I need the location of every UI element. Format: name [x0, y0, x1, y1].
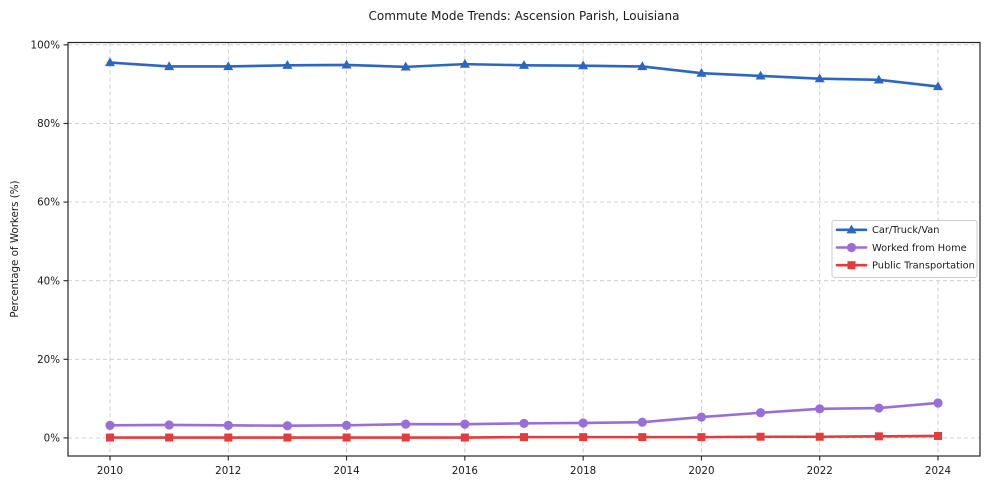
series-car-truck-van: [104, 57, 944, 91]
marker-car-truck-van: [223, 61, 234, 71]
y-tick-label: 60%: [37, 197, 60, 209]
legend-marker-triangle-icon: [846, 224, 857, 234]
marker-worked-from-home: [223, 420, 233, 430]
marker-car-truck-van: [814, 73, 825, 83]
marker-car-truck-van: [933, 81, 944, 91]
marker-worked-from-home: [637, 417, 647, 427]
chart-title: Commute Mode Trends: Ascension Parish, L…: [368, 9, 680, 23]
x-tick-label: 2010: [97, 465, 123, 477]
marker-public-transportation: [579, 433, 588, 442]
x-tick-label: 2020: [688, 465, 714, 477]
y-tick-label: 80%: [37, 118, 60, 130]
marker-car-truck-van: [519, 60, 529, 69]
marker-public-transportation: [283, 433, 292, 442]
y-tick-label: 40%: [37, 275, 60, 287]
x-tick-label: 2012: [215, 465, 241, 477]
marker-public-transportation: [460, 433, 469, 442]
marker-public-transportation: [165, 433, 174, 442]
marker-car-truck-van: [578, 60, 589, 70]
legend: Car/Truck/Van Worked from Home Public Tran…: [831, 220, 978, 278]
marker-car-truck-van: [341, 59, 352, 69]
legend-box: [831, 220, 978, 278]
y-axis: 0% 20% 40% 60% 80% 100%: [31, 39, 68, 445]
marker-worked-from-home: [401, 419, 411, 429]
y-tick-label: 100%: [31, 39, 61, 51]
marker-public-transportation: [520, 433, 528, 442]
marker-worked-from-home: [933, 398, 943, 408]
y-axis-label: Percentage of Workers (%): [9, 180, 21, 318]
marker-public-transportation: [756, 432, 765, 441]
marker-worked-from-home: [696, 412, 707, 422]
legend-item-car-truck-van: Car/Truck/Van: [835, 224, 939, 236]
marker-worked-from-home: [874, 403, 884, 413]
marker-worked-from-home: [282, 421, 293, 431]
marker-worked-from-home: [105, 420, 115, 430]
legend-marker-circle-icon: [846, 242, 857, 253]
marker-worked-from-home: [164, 420, 174, 430]
marker-public-transportation: [697, 433, 706, 442]
legend-marker-square-icon: [847, 261, 856, 270]
plot-frame: [67, 41, 981, 457]
marker-worked-from-home: [519, 418, 529, 428]
x-axis: 2010 2012 2014 2016 2018 2020 2022 2024: [97, 456, 951, 477]
marker-public-transportation: [874, 432, 883, 441]
marker-car-truck-van: [104, 57, 115, 67]
y-tick-label: 20%: [37, 354, 60, 366]
series-worked-from-home: [105, 398, 943, 431]
marker-car-truck-van: [282, 60, 293, 69]
legend-label: Worked from Home: [872, 243, 967, 254]
marker-car-truck-van: [637, 61, 648, 71]
legend-label: Public Transportation: [872, 261, 975, 272]
marker-car-truck-van: [873, 74, 884, 84]
marker-public-transportation: [342, 433, 351, 442]
marker-car-truck-van: [755, 70, 766, 80]
marker-public-transportation: [401, 433, 410, 442]
marker-worked-from-home: [578, 418, 588, 428]
marker-worked-from-home: [815, 404, 825, 414]
marker-car-truck-van: [459, 58, 470, 68]
y-tick-label: 0%: [44, 433, 61, 445]
marker-public-transportation: [105, 433, 114, 442]
x-tick-label: 2016: [452, 465, 478, 477]
series-public-transportation: [105, 431, 943, 442]
legend-item-public-transportation: Public Transportation: [835, 261, 975, 272]
x-tick-label: 2022: [807, 465, 833, 477]
marker-public-transportation: [638, 433, 647, 442]
x-tick-label: 2024: [925, 465, 951, 477]
marker-worked-from-home: [460, 419, 470, 429]
marker-worked-from-home: [341, 420, 352, 430]
marker-car-truck-van: [400, 61, 411, 71]
marker-public-transportation: [224, 433, 233, 442]
legend-label: Car/Truck/Van: [872, 225, 939, 236]
marker-public-transportation: [934, 431, 943, 440]
marker-car-truck-van: [696, 67, 707, 77]
marker-public-transportation: [815, 432, 824, 441]
marker-worked-from-home: [755, 408, 766, 418]
legend-item-worked-from-home: Worked from Home: [835, 242, 967, 254]
x-tick-label: 2014: [333, 465, 359, 477]
x-tick-label: 2018: [570, 465, 596, 477]
marker-car-truck-van: [164, 61, 175, 71]
